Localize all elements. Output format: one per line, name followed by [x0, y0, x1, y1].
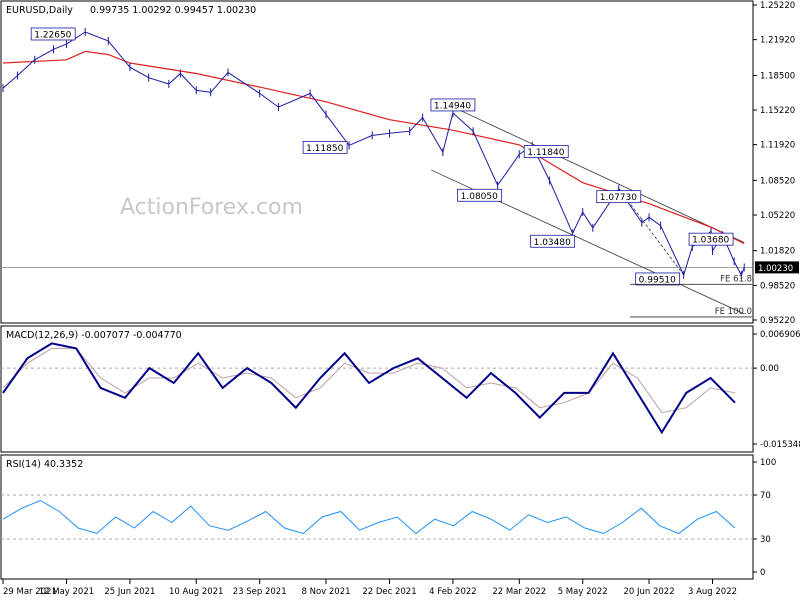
price-annotation-box: [430, 98, 476, 112]
xtick-label: 12 May 2021: [39, 587, 94, 597]
xtick-label: 5 May 2022: [558, 587, 608, 597]
price-annotation-label: 1.14940: [434, 101, 471, 111]
price-annotation-label: 1.03680: [692, 236, 729, 246]
price-annotation-label: 1.22650: [34, 30, 71, 40]
rsi-ytick-label: 0: [760, 568, 765, 578]
price-annotation-label: 0.99510: [639, 275, 676, 285]
macd-ytick-label: -0.015348: [760, 440, 800, 450]
price-annotation-label: 1.11840: [527, 148, 564, 158]
xtick-label: 4 Feb 2022: [429, 587, 477, 597]
price-annotation-box: [596, 190, 642, 204]
xtick-label: 22 Dec 2021: [362, 587, 416, 597]
macd-ytick-label: 0.00: [760, 364, 779, 374]
price-annotation-box: [30, 27, 76, 41]
macd-layer: [1, 342, 753, 435]
price-annotation-box: [530, 234, 576, 248]
price-annotation-box: [688, 232, 734, 246]
fe-level-label: FE 100.0: [715, 307, 752, 317]
price-ytick-label: 1.25220: [760, 1, 795, 11]
price-ytick-label: 0.98520: [760, 281, 795, 291]
xtick-label: 22 Mar 2022: [492, 587, 546, 597]
watermark: ActionForex.com: [120, 195, 303, 220]
price-panel: [0, 0, 754, 324]
macd-signal-line: [2, 347, 736, 414]
xtick-label: 29 Mar 2021: [3, 587, 57, 597]
rsi-ytick-label: 30: [760, 535, 771, 545]
price-ytick-label: 1.11920: [760, 141, 795, 151]
fe-level-label: FE 61.8: [720, 274, 752, 284]
macd-line: [2, 342, 736, 435]
ohlc-readout: 0.99735 1.00292 0.99457 1.00230: [90, 5, 256, 16]
price-annotation-label: 1.07730: [600, 193, 637, 203]
xtick-label: 8 Nov 2021: [302, 587, 351, 597]
price-ytick-label: 1.05220: [760, 211, 795, 221]
price-annotation-label: 1.11850: [306, 144, 343, 154]
xtick-label: 10 Aug 2021: [169, 587, 223, 597]
price-ytick-label: 1.15220: [760, 106, 795, 116]
xtick-label: 3 Aug 2022: [688, 587, 737, 597]
price-ytick-label: 0.95220: [760, 316, 795, 326]
rsi-ytick-label: 70: [760, 491, 771, 501]
current-price-label: 1.00230: [758, 264, 793, 274]
xtick-label: 20 Jun 2022: [623, 587, 674, 597]
price-annotation-label: 1.08050: [461, 192, 498, 202]
price-layer: 1.22650 1.14940 1.11850 1.11840 1.08050 1.077…: [1, 27, 753, 318]
price-ytick-label: 1.18500: [760, 72, 795, 82]
xtick-label: 23 Sep 2021: [233, 587, 287, 597]
price-ytick-label: 1.01820: [760, 247, 795, 257]
price-annotation-box: [302, 140, 348, 154]
price-annotation-box: [523, 145, 569, 158]
rsi-line: [2, 499, 736, 535]
price-ytick-label: 1.08520: [760, 176, 795, 186]
rsi-ytick-label: 100: [760, 458, 776, 468]
rsi-title: RSI(14) 40.3352: [6, 459, 83, 470]
rsi-panel: [0, 454, 754, 580]
price-ytick-label: 1.21920: [760, 36, 795, 46]
macd-ytick-label: 0.006906: [760, 330, 800, 340]
macd-panel: [0, 325, 754, 453]
xtick-label: 25 Jun 2021: [104, 587, 155, 597]
channel-upper-line: [452, 106, 745, 243]
rsi-layer: [1, 494, 753, 540]
symbol-title: EURUSD,Daily: [6, 5, 73, 16]
current-price-box: [755, 261, 799, 274]
price-annotation-label: 1.03480: [534, 238, 571, 248]
price-annotation-box: [635, 272, 681, 286]
price-annotation-box: [457, 188, 503, 202]
macd-title: MACD(12,26,9) -0.007077 -0.004770: [6, 330, 182, 341]
